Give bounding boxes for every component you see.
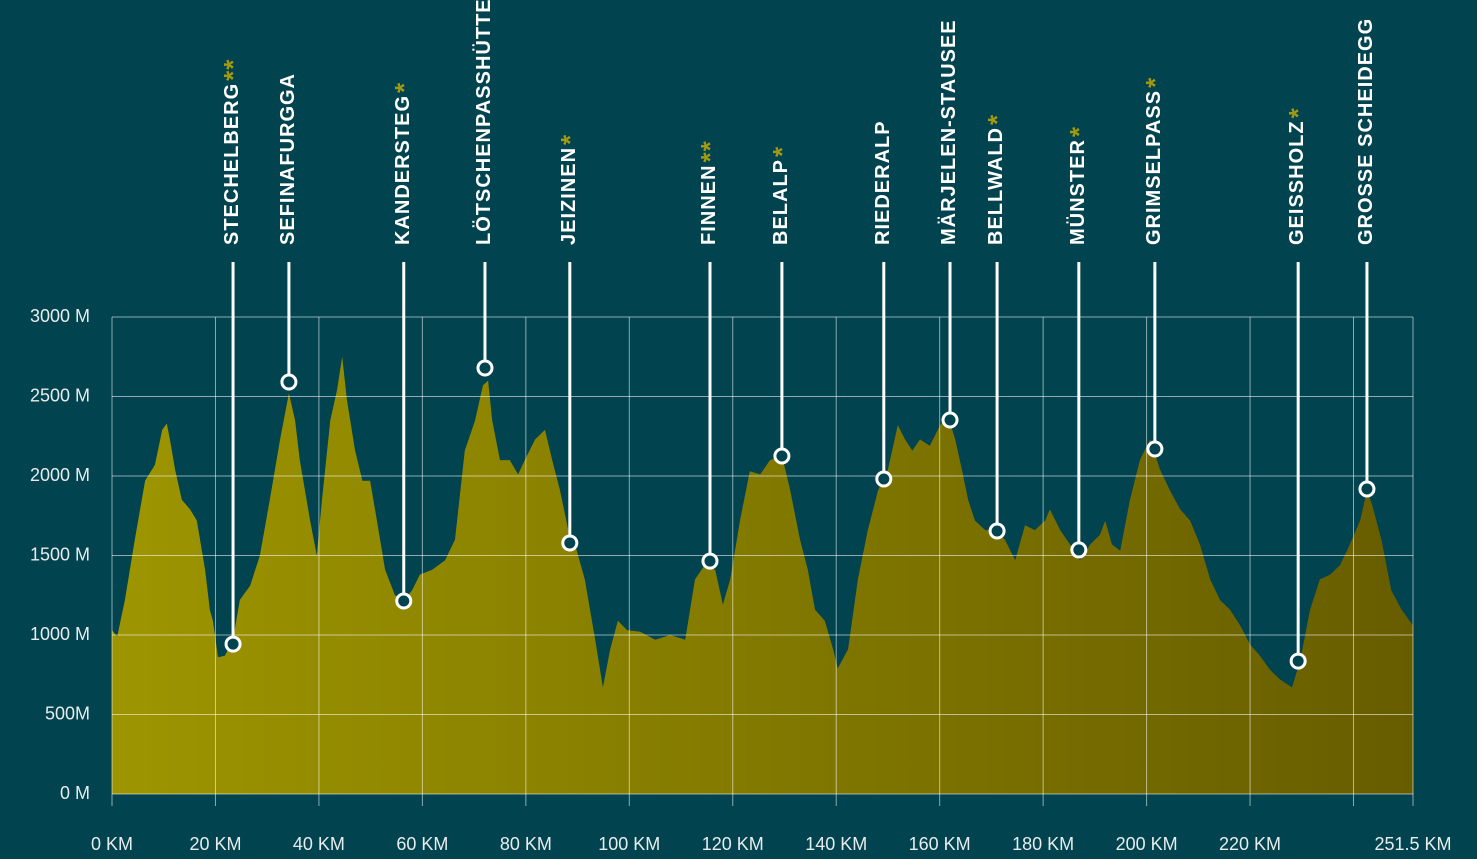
waypoint-name: GROSSE SCHEIDEGG (1355, 18, 1377, 245)
waypoint-label: BELLWALD * (982, 114, 1012, 245)
x-tick-label: 80 KM (500, 834, 552, 854)
x-tick-label: 60 KM (396, 834, 448, 854)
waypoint-marker (941, 411, 959, 429)
waypoint-stars: * (1140, 77, 1170, 88)
waypoint-marker (988, 522, 1006, 540)
y-tick-label: 2000 M (30, 465, 90, 485)
waypoint-label: JEIZINEN * (555, 134, 585, 245)
waypoint-marker (1289, 652, 1307, 670)
waypoint-marker (1358, 480, 1376, 498)
waypoint-stars: * (389, 82, 419, 93)
waypoint-name: MÜNSTER (1066, 139, 1089, 245)
x-tick-label: 140 KM (805, 834, 867, 854)
waypoint-stars: * (982, 114, 1012, 125)
x-tick-label: 251.5 KM (1374, 834, 1451, 854)
waypoint-marker (875, 470, 893, 488)
waypoint-label: MÄRJELEN-STAUSEE (937, 19, 960, 245)
waypoint-name: BELLWALD (985, 127, 1007, 245)
waypoint-marker (561, 534, 579, 552)
waypoint-stars: * (1064, 126, 1094, 137)
waypoint-name: KANDERSTEG (392, 95, 414, 245)
waypoint-name: MÄRJELEN-STAUSEE (937, 19, 960, 245)
waypoint-label: GROSSE SCHEIDEGG (1355, 18, 1377, 245)
waypoint-name: RIEDERALP (872, 120, 894, 245)
waypoint-marker (701, 552, 719, 570)
waypoint-label: MÜNSTER * (1064, 126, 1094, 245)
waypoint-label: SEFINAFURGGA (277, 73, 299, 245)
waypoint-name: GRIMSELPASS (1143, 90, 1165, 245)
waypoint-name: LÖTSCHENPASSHÜTTE (472, 0, 495, 245)
waypoint-label: LÖTSCHENPASSHÜTTE (472, 0, 495, 245)
waypoint-label: FINNEN ** (695, 140, 725, 245)
waypoint-marker (1146, 440, 1164, 458)
waypoint-stars: ** (218, 59, 248, 81)
y-tick-label: 500M (45, 703, 90, 723)
waypoint-stars: * (555, 134, 585, 145)
waypoint-label: KANDERSTEG * (389, 82, 419, 245)
x-tick-label: 40 KM (293, 834, 345, 854)
waypoint-label: BELALP * (767, 146, 797, 245)
waypoint-label: RIEDERALP (872, 120, 894, 245)
waypoint-name: BELALP (770, 159, 792, 245)
y-tick-label: 2500 M (30, 385, 90, 405)
waypoint-label: GEISSHOLZ * (1283, 107, 1313, 245)
waypoint-marker (476, 359, 494, 377)
waypoint-name: FINNEN (698, 165, 720, 245)
x-tick-label: 220 KM (1219, 834, 1281, 854)
waypoint-marker (280, 373, 298, 391)
y-tick-label: 1000 M (30, 624, 90, 644)
x-tick-label: 160 KM (909, 834, 971, 854)
x-tick-label: 20 KM (189, 834, 241, 854)
y-tick-label: 3000 M (30, 306, 90, 326)
x-tick-label: 120 KM (702, 834, 764, 854)
waypoint-marker (1070, 541, 1088, 559)
waypoint-stars: ** (695, 140, 725, 162)
waypoint-marker (773, 447, 791, 465)
waypoint-stars: * (1283, 107, 1313, 118)
waypoint-label: STECHELBERG** (218, 59, 248, 245)
waypoint-label: GRIMSELPASS * (1140, 77, 1170, 245)
elevation-area (112, 356, 1413, 794)
x-tick-label: 180 KM (1012, 834, 1074, 854)
x-tick-label: 0 KM (91, 834, 133, 854)
waypoint-marker (395, 592, 413, 610)
waypoint-name: JEIZINEN (558, 147, 580, 245)
waypoint-stars: * (767, 146, 797, 157)
waypoint-marker (224, 635, 242, 653)
x-tick-label: 200 KM (1116, 834, 1178, 854)
x-tick-label: 100 KM (598, 834, 660, 854)
y-tick-label: 1500 M (30, 544, 90, 564)
waypoint-name: GEISSHOLZ (1286, 120, 1308, 245)
waypoint-name: STECHELBERG (221, 83, 243, 245)
waypoint-name: SEFINAFURGGA (277, 73, 299, 245)
y-tick-label: 0 M (60, 783, 90, 803)
